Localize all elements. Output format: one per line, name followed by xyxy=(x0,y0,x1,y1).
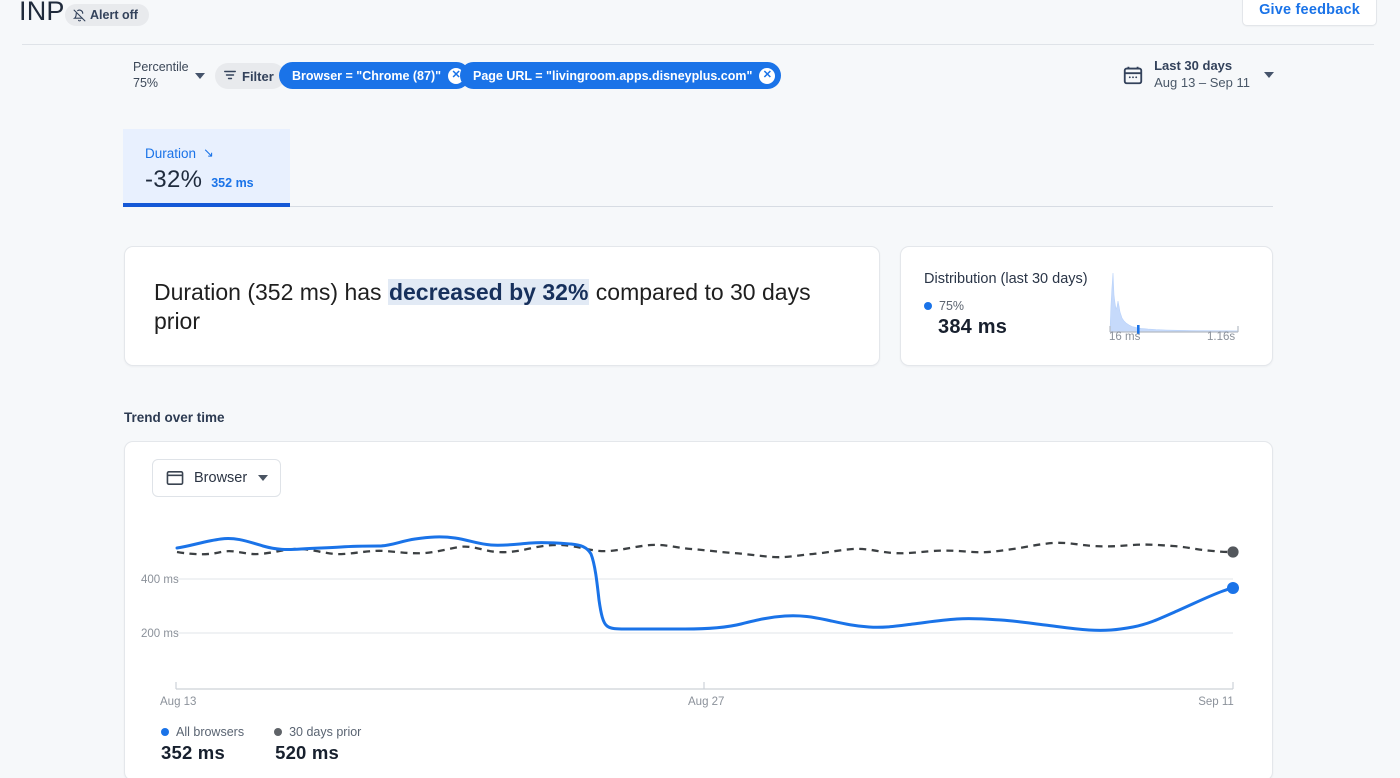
distribution-percentile-label: 75% xyxy=(939,299,965,313)
dimension-select-browser[interactable]: Browser xyxy=(152,459,282,497)
chevron-down-icon xyxy=(194,72,205,79)
chevron-down-icon xyxy=(1264,71,1274,78)
tab-duration-value: 352 ms xyxy=(211,176,254,190)
date-range-primary: Last 30 days xyxy=(1154,58,1233,73)
svg-text:Sep 11: Sep 11 xyxy=(1198,696,1234,708)
legend-value-all-browsers: 352 ms xyxy=(161,742,225,763)
header-divider xyxy=(22,44,1374,45)
distribution-axis-max: 1.16s xyxy=(1207,331,1236,343)
filter-button-label: Filter xyxy=(242,68,274,84)
svg-text:Aug 27: Aug 27 xyxy=(688,696,724,708)
svg-text:200 ms: 200 ms xyxy=(141,628,179,640)
legend-label-all-browsers: All browsers xyxy=(176,725,245,739)
give-feedback-button[interactable]: Give feedback xyxy=(1242,0,1377,26)
filter-chip-browser-label: Browser = "Chrome (87)" xyxy=(292,68,442,83)
give-feedback-label: Give feedback xyxy=(1259,2,1360,18)
percentile-value: 75% xyxy=(133,75,159,90)
distribution-title: Distribution (last 30 days) xyxy=(924,271,1088,287)
percentile-selector[interactable]: Percentile 75% xyxy=(133,60,205,91)
metric-tab-strip: Duration ↘ -32% 352 ms xyxy=(123,129,1273,211)
svg-text:400 ms: 400 ms xyxy=(141,574,179,586)
legend-label-30-days-prior: 30 days prior xyxy=(289,725,362,739)
page-header: INP Alert off Give feedback xyxy=(0,0,1400,45)
summary-suffix: compared to 30 days prior xyxy=(154,279,811,335)
tab-active-indicator xyxy=(123,203,290,207)
legend-dot-icon xyxy=(274,728,283,736)
summary-sentence: Duration (352 ms) has decreased by 32% c… xyxy=(154,278,854,337)
alert-status-label: Alert off xyxy=(90,8,138,22)
dimension-select-label: Browser xyxy=(194,470,248,486)
legend-value-30-days-prior: 520 ms xyxy=(275,742,340,763)
filter-button[interactable]: Filter xyxy=(215,63,285,89)
distribution-sparkline xyxy=(1104,265,1250,345)
trend-chart[interactable]: 400 ms 200 ms Aug 13 Aug 27 Sep 11 xyxy=(125,442,1274,732)
summary-card: Duration (352 ms) has decreased by 32% c… xyxy=(124,246,880,366)
date-range-selector[interactable]: Last 30 days Aug 13 – Sep 11 xyxy=(1122,58,1274,92)
filter-chip-page-url-label: Page URL = "livingroom.apps.disneyplus.c… xyxy=(473,68,753,83)
svg-text:Aug 13: Aug 13 xyxy=(160,696,196,708)
distribution-value: 384 ms xyxy=(938,316,1008,338)
close-circle-icon[interactable]: ✕ xyxy=(759,67,776,84)
filter-toolbar: Percentile 75% Filter Browser = "Chrome … xyxy=(0,58,1400,100)
bell-off-icon xyxy=(73,9,86,22)
trend-card: Browser 400 ms 200 ms xyxy=(124,441,1273,778)
tab-strip-divider xyxy=(123,206,1273,207)
date-range-secondary: Aug 13 – Sep 11 xyxy=(1154,74,1250,90)
trend-down-arrow-icon: ↘ xyxy=(203,145,214,160)
tab-duration[interactable]: Duration ↘ -32% 352 ms xyxy=(123,129,290,205)
tab-duration-delta: -32% xyxy=(145,166,203,193)
summary-prefix: Duration (352 ms) has xyxy=(154,279,388,305)
percentile-label: Percentile xyxy=(133,60,189,74)
distribution-axis-min: 16 ms xyxy=(1109,331,1141,343)
distribution-card: Distribution (last 30 days) 75% 384 ms 1… xyxy=(900,246,1273,366)
alert-status-badge[interactable]: Alert off xyxy=(65,4,149,26)
legend-dot-icon xyxy=(161,728,169,736)
filter-icon xyxy=(223,68,237,85)
legend-item-30-days-prior[interactable]: 30 days prior 520 ms xyxy=(274,725,361,764)
filter-chip-page-url[interactable]: Page URL = "livingroom.apps.disneyplus.c… xyxy=(460,62,782,89)
trend-section-heading: Trend over time xyxy=(124,410,225,425)
legend-item-all-browsers[interactable]: All browsers 352 ms xyxy=(161,725,244,764)
legend-dot-icon xyxy=(924,302,932,310)
page-title: INP xyxy=(19,0,65,26)
tab-duration-label: Duration xyxy=(145,145,197,161)
summary-highlight: decreased by 32% xyxy=(387,279,590,305)
chevron-down-icon xyxy=(258,475,269,481)
calendar-icon xyxy=(1122,64,1144,86)
browser-window-icon xyxy=(166,470,184,486)
filter-chip-browser[interactable]: Browser = "Chrome (87)" ✕ xyxy=(279,62,471,89)
distribution-legend: 75% xyxy=(924,299,964,313)
trend-legend: All browsers 352 ms 30 days prior 520 ms xyxy=(161,725,361,764)
